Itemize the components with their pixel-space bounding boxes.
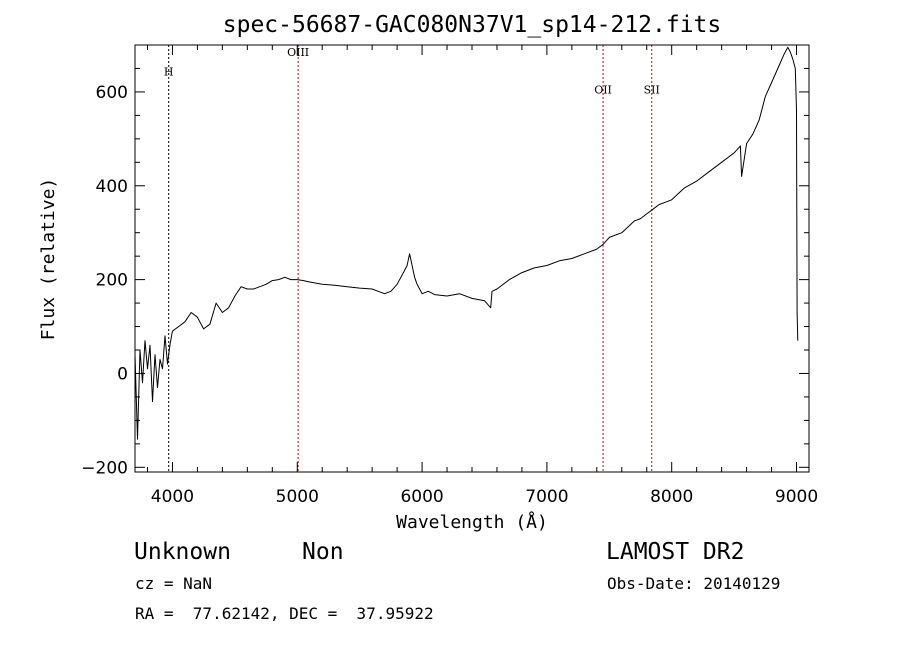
y-tick-label-1: 0 — [117, 364, 128, 384]
redshift-value: cz = NaN — [135, 574, 213, 593]
y-tick-label-2: 200 — [96, 271, 128, 291]
y-axis-label: Flux (relative) — [38, 178, 59, 341]
x-tick-label-0: 4000 — [151, 487, 194, 507]
x-tick-label-3: 7000 — [525, 487, 568, 507]
y-tick-label-0: −200 — [81, 458, 128, 478]
x-tick-label-1: 5000 — [276, 487, 319, 507]
x-axis-label: Wavelength (Å) — [396, 511, 548, 533]
x-tick-label-2: 6000 — [400, 487, 443, 507]
object-class: Unknown — [134, 539, 231, 565]
survey-name: LAMOST DR2 — [606, 539, 745, 565]
object-subclass: Non — [302, 539, 344, 565]
x-tick-label-5: 9000 — [775, 487, 818, 507]
flux-series — [134, 46, 799, 440]
marker-label-0: H — [164, 66, 174, 79]
marker-label-3: SII — [644, 83, 660, 96]
observation-date: Obs-Date: 20140129 — [607, 574, 781, 593]
x-tick-label-4: 8000 — [650, 487, 693, 507]
line-markers: H OIII OII SII — [164, 45, 660, 472]
marker-label-1: OIII — [287, 46, 309, 59]
chart-title: spec-56687-GAC080N37V1_sp14-212.fits — [223, 12, 722, 38]
y-tick-label-4: 600 — [96, 83, 128, 103]
plot-frame — [134, 44, 810, 473]
coordinates: RA = 77.62142, DEC = 37.95922 — [135, 604, 434, 623]
y-tick-label-3: 400 — [96, 177, 128, 197]
axes: 4000 5000 6000 7000 8000 9000 −200 0 200 400 600 — [81, 44, 818, 507]
series-line-0 — [134, 46, 799, 440]
marker-label-2: OII — [594, 83, 612, 96]
